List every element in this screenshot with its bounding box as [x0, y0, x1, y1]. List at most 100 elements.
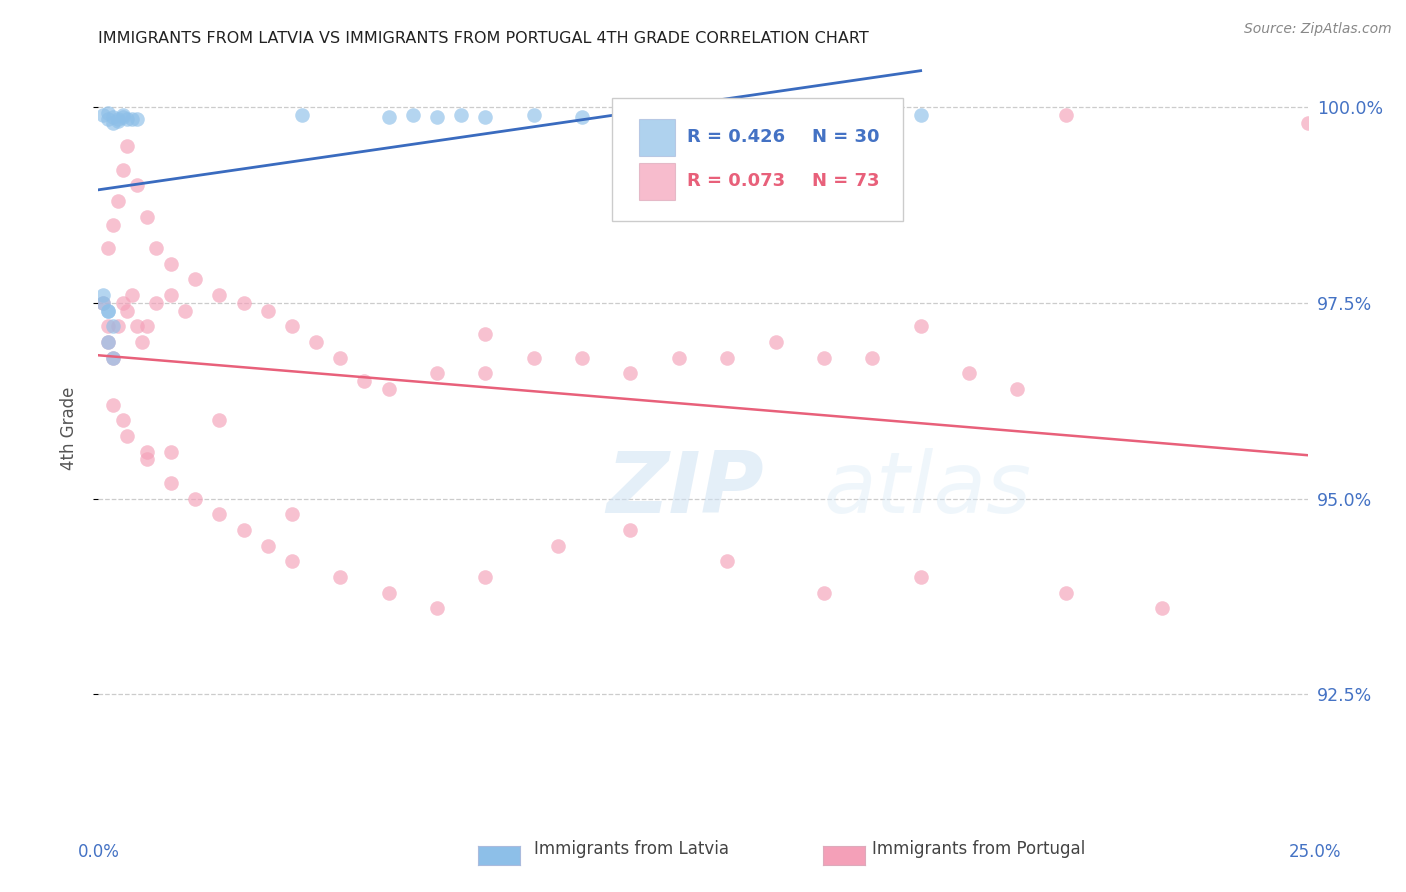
- Point: [97, 303, 120, 318]
- Point: [97, 303, 120, 318]
- Point: [1007, 382, 1029, 396]
- Point: [97, 319, 120, 334]
- Point: [160, 288, 183, 302]
- Point: [426, 367, 449, 381]
- Point: [127, 319, 149, 334]
- Point: [860, 351, 883, 365]
- Point: [101, 351, 124, 365]
- FancyBboxPatch shape: [638, 119, 675, 156]
- Point: [184, 491, 207, 506]
- Point: [117, 139, 139, 153]
- Point: [127, 178, 149, 193]
- Point: [377, 382, 399, 396]
- Point: [145, 241, 167, 255]
- Point: [131, 334, 153, 349]
- FancyBboxPatch shape: [612, 98, 903, 221]
- Text: Source: ZipAtlas.com: Source: ZipAtlas.com: [1244, 22, 1392, 37]
- Point: [135, 444, 157, 458]
- Text: ZIP: ZIP: [606, 448, 763, 531]
- Text: N = 73: N = 73: [811, 172, 879, 190]
- Point: [910, 108, 932, 122]
- Point: [111, 110, 134, 124]
- Point: [813, 585, 835, 599]
- Point: [121, 288, 143, 302]
- Text: atlas: atlas: [824, 448, 1032, 531]
- Text: Immigrants from Latvia: Immigrants from Latvia: [534, 840, 730, 858]
- Point: [97, 334, 120, 349]
- Point: [716, 554, 738, 568]
- Point: [281, 319, 304, 334]
- Point: [101, 218, 124, 232]
- Text: 0.0%: 0.0%: [77, 843, 120, 861]
- Point: [281, 554, 304, 568]
- Point: [232, 296, 254, 310]
- Text: IMMIGRANTS FROM LATVIA VS IMMIGRANTS FROM PORTUGAL 4TH GRADE CORRELATION CHART: IMMIGRANTS FROM LATVIA VS IMMIGRANTS FRO…: [98, 31, 869, 46]
- Point: [107, 114, 129, 128]
- Point: [523, 351, 546, 365]
- Point: [111, 108, 134, 122]
- Text: R = 0.073: R = 0.073: [688, 172, 786, 190]
- Point: [765, 334, 787, 349]
- Point: [474, 110, 496, 124]
- Point: [668, 351, 690, 365]
- Point: [619, 367, 641, 381]
- Point: [91, 296, 114, 310]
- Point: [571, 110, 593, 124]
- Point: [256, 303, 278, 318]
- Point: [135, 452, 157, 467]
- Point: [232, 523, 254, 537]
- Point: [957, 367, 980, 381]
- Point: [107, 319, 129, 334]
- Point: [1054, 585, 1077, 599]
- Point: [474, 327, 496, 342]
- Point: [117, 303, 139, 318]
- Point: [135, 210, 157, 224]
- Point: [450, 108, 472, 122]
- Y-axis label: 4th Grade: 4th Grade: [59, 386, 77, 470]
- Text: N = 30: N = 30: [811, 128, 879, 146]
- Point: [910, 319, 932, 334]
- Point: [910, 570, 932, 584]
- Point: [107, 194, 129, 209]
- Point: [281, 508, 304, 522]
- Point: [402, 108, 425, 122]
- Point: [160, 444, 183, 458]
- Point: [208, 413, 231, 427]
- Point: [256, 539, 278, 553]
- Point: [135, 319, 157, 334]
- Point: [111, 413, 134, 427]
- Point: [208, 288, 231, 302]
- Point: [117, 112, 139, 126]
- Point: [184, 272, 207, 286]
- Point: [97, 112, 120, 126]
- Text: Immigrants from Portugal: Immigrants from Portugal: [872, 840, 1085, 858]
- Point: [716, 351, 738, 365]
- Point: [547, 539, 569, 553]
- Text: 25.0%: 25.0%: [1288, 843, 1341, 861]
- Point: [111, 162, 134, 177]
- Point: [668, 108, 690, 122]
- Point: [91, 108, 114, 122]
- Point: [101, 319, 124, 334]
- Point: [160, 257, 183, 271]
- Point: [1054, 108, 1077, 122]
- Point: [111, 296, 134, 310]
- Point: [101, 110, 124, 124]
- Point: [97, 106, 120, 120]
- Point: [1152, 601, 1174, 615]
- Point: [160, 475, 183, 490]
- Point: [91, 296, 114, 310]
- Point: [353, 374, 375, 388]
- Point: [174, 303, 197, 318]
- Point: [474, 367, 496, 381]
- FancyBboxPatch shape: [638, 162, 675, 200]
- Point: [377, 585, 399, 599]
- Point: [474, 570, 496, 584]
- Point: [1296, 116, 1319, 130]
- Point: [97, 334, 120, 349]
- Point: [329, 351, 352, 365]
- Point: [127, 112, 149, 126]
- Point: [101, 116, 124, 130]
- Point: [91, 288, 114, 302]
- Point: [121, 112, 143, 126]
